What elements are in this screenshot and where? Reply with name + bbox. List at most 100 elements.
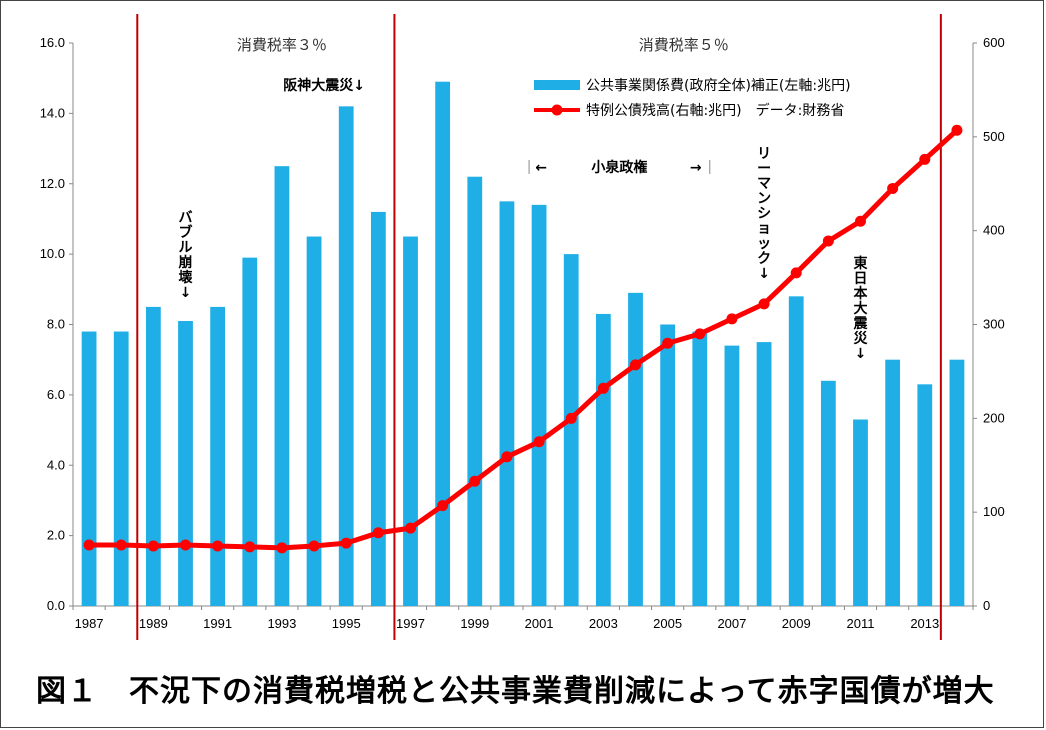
annotation-higashi: 東 xyxy=(854,255,868,272)
bar-public-works xyxy=(660,324,676,606)
bar-public-works xyxy=(917,384,933,606)
x-tick-label: 1987 xyxy=(75,616,104,631)
x-tick-label: 2007 xyxy=(717,616,746,631)
koizumi-left-arrow: ← xyxy=(535,160,547,176)
left-tick-label: 8.0 xyxy=(47,317,65,332)
x-tick-label: 1993 xyxy=(267,616,296,631)
annotation-lehman: ↓ xyxy=(758,266,770,282)
bar-public-works xyxy=(210,306,226,606)
point-special-bonds xyxy=(565,412,577,424)
point-special-bonds xyxy=(919,153,931,165)
point-special-bonds xyxy=(469,475,481,487)
point-special-bonds xyxy=(630,359,641,371)
bar-public-works xyxy=(467,176,483,606)
annotation-bubble: ブ xyxy=(179,224,193,241)
bar-public-works xyxy=(370,211,386,606)
point-special-bonds xyxy=(180,539,191,551)
bar-public-works xyxy=(242,257,258,606)
annotation-lehman: ョ xyxy=(757,221,771,237)
bar-public-works xyxy=(145,306,161,606)
right-tick-label: 100 xyxy=(983,504,1005,519)
point-special-bonds xyxy=(147,540,159,552)
x-tick-label: 1989 xyxy=(139,616,168,631)
bar-public-works xyxy=(338,106,354,607)
bar-public-works xyxy=(853,419,868,606)
x-tick-label: 2003 xyxy=(589,616,618,631)
bar-public-works xyxy=(306,236,322,606)
x-tick-label: 1991 xyxy=(203,616,232,631)
point-special-bonds xyxy=(372,527,384,539)
bar-public-works xyxy=(274,166,290,606)
era-label: 消費税率５％ xyxy=(639,36,729,54)
bar-public-works xyxy=(563,254,579,606)
point-special-bonds xyxy=(83,539,95,551)
right-tick-label: 200 xyxy=(983,410,1005,425)
point-special-bonds xyxy=(340,537,352,549)
x-tick-label: 2001 xyxy=(525,616,554,631)
point-special-bonds xyxy=(597,382,609,394)
chart: 0.0 2.0 4.0 6.0 8.0 10.0 12.0 14.0 16.0 0 100 200 30… xyxy=(40,14,1005,640)
bar-public-works xyxy=(692,331,708,606)
right-tick-label: 0 xyxy=(983,598,990,613)
left-tick-label: 4.0 xyxy=(47,457,65,472)
point-special-bonds xyxy=(726,313,738,325)
point-special-bonds xyxy=(308,540,320,552)
annotation-lehman: シ xyxy=(757,206,771,222)
figure-caption: 図１ 不況下の消費税増税と公共事業費削減によって赤字国債が増大 xyxy=(36,674,995,709)
koizumi-right-arrow: → xyxy=(690,160,702,176)
point-special-bonds xyxy=(115,539,127,551)
x-tick-label: 1999 xyxy=(460,616,489,631)
point-special-bonds xyxy=(405,522,416,534)
annotation-lehman: リ xyxy=(757,146,771,162)
bar-public-works xyxy=(531,204,547,607)
annotation-lehman: ッ xyxy=(757,236,771,252)
point-special-bonds xyxy=(533,436,545,448)
x-tick-label: 2005 xyxy=(653,616,682,631)
x-tick-label: 2009 xyxy=(782,616,811,631)
point-special-bonds xyxy=(758,298,770,310)
bar-public-works xyxy=(756,342,772,606)
era-label: 消費税率３％ xyxy=(237,36,327,54)
annotation-higashi: 災 xyxy=(854,331,869,347)
right-tick-label: 400 xyxy=(983,223,1005,238)
bar-public-works xyxy=(499,201,515,606)
point-special-bonds xyxy=(276,542,288,554)
annotation-bubble: ル xyxy=(179,240,193,256)
left-tick-label: 10.0 xyxy=(40,246,65,261)
point-special-bonds xyxy=(887,182,899,194)
point-special-bonds xyxy=(822,235,834,247)
point-special-bonds xyxy=(662,337,674,349)
left-tick-label: 0.0 xyxy=(47,598,65,613)
annotation-lehman: ン xyxy=(757,191,771,207)
bar-public-works xyxy=(403,236,418,606)
bar-public-works xyxy=(178,320,193,606)
legend-label-bar: 公共事業関係費(政府全体)補正(左軸:兆円) xyxy=(586,77,851,94)
left-tick-label: 14.0 xyxy=(40,105,65,120)
annotation-higashi: 日 xyxy=(854,271,868,287)
point-special-bonds xyxy=(951,124,963,136)
annotation-bubble: 崩 xyxy=(179,254,193,271)
bar-public-works xyxy=(435,81,451,607)
koizumi-label: 小泉政権 xyxy=(591,159,647,176)
bar-public-works xyxy=(949,359,965,606)
point-special-bonds xyxy=(244,541,256,553)
left-tick-label: 2.0 xyxy=(47,528,65,543)
point-special-bonds xyxy=(437,500,449,512)
bar-public-works xyxy=(595,313,611,606)
annotation-higashi: 震 xyxy=(853,316,869,332)
annotation-higashi: 本 xyxy=(854,285,869,302)
x-tick-label: 1995 xyxy=(332,616,361,631)
x-tick-label: 2011 xyxy=(847,616,875,631)
bar-public-works xyxy=(820,380,836,606)
legend-swatch-bar xyxy=(534,80,580,90)
legend-marker-line xyxy=(551,104,563,116)
right-tick-label: 600 xyxy=(983,35,1005,50)
left-tick-label: 6.0 xyxy=(47,387,65,402)
point-special-bonds xyxy=(212,540,224,552)
annotation-lehman: ー xyxy=(757,161,771,177)
x-tick-label: 2013 xyxy=(910,616,939,631)
annotation-lehman: ク xyxy=(757,251,771,267)
left-tick-label: 12.0 xyxy=(40,176,65,191)
point-special-bonds xyxy=(694,328,706,340)
